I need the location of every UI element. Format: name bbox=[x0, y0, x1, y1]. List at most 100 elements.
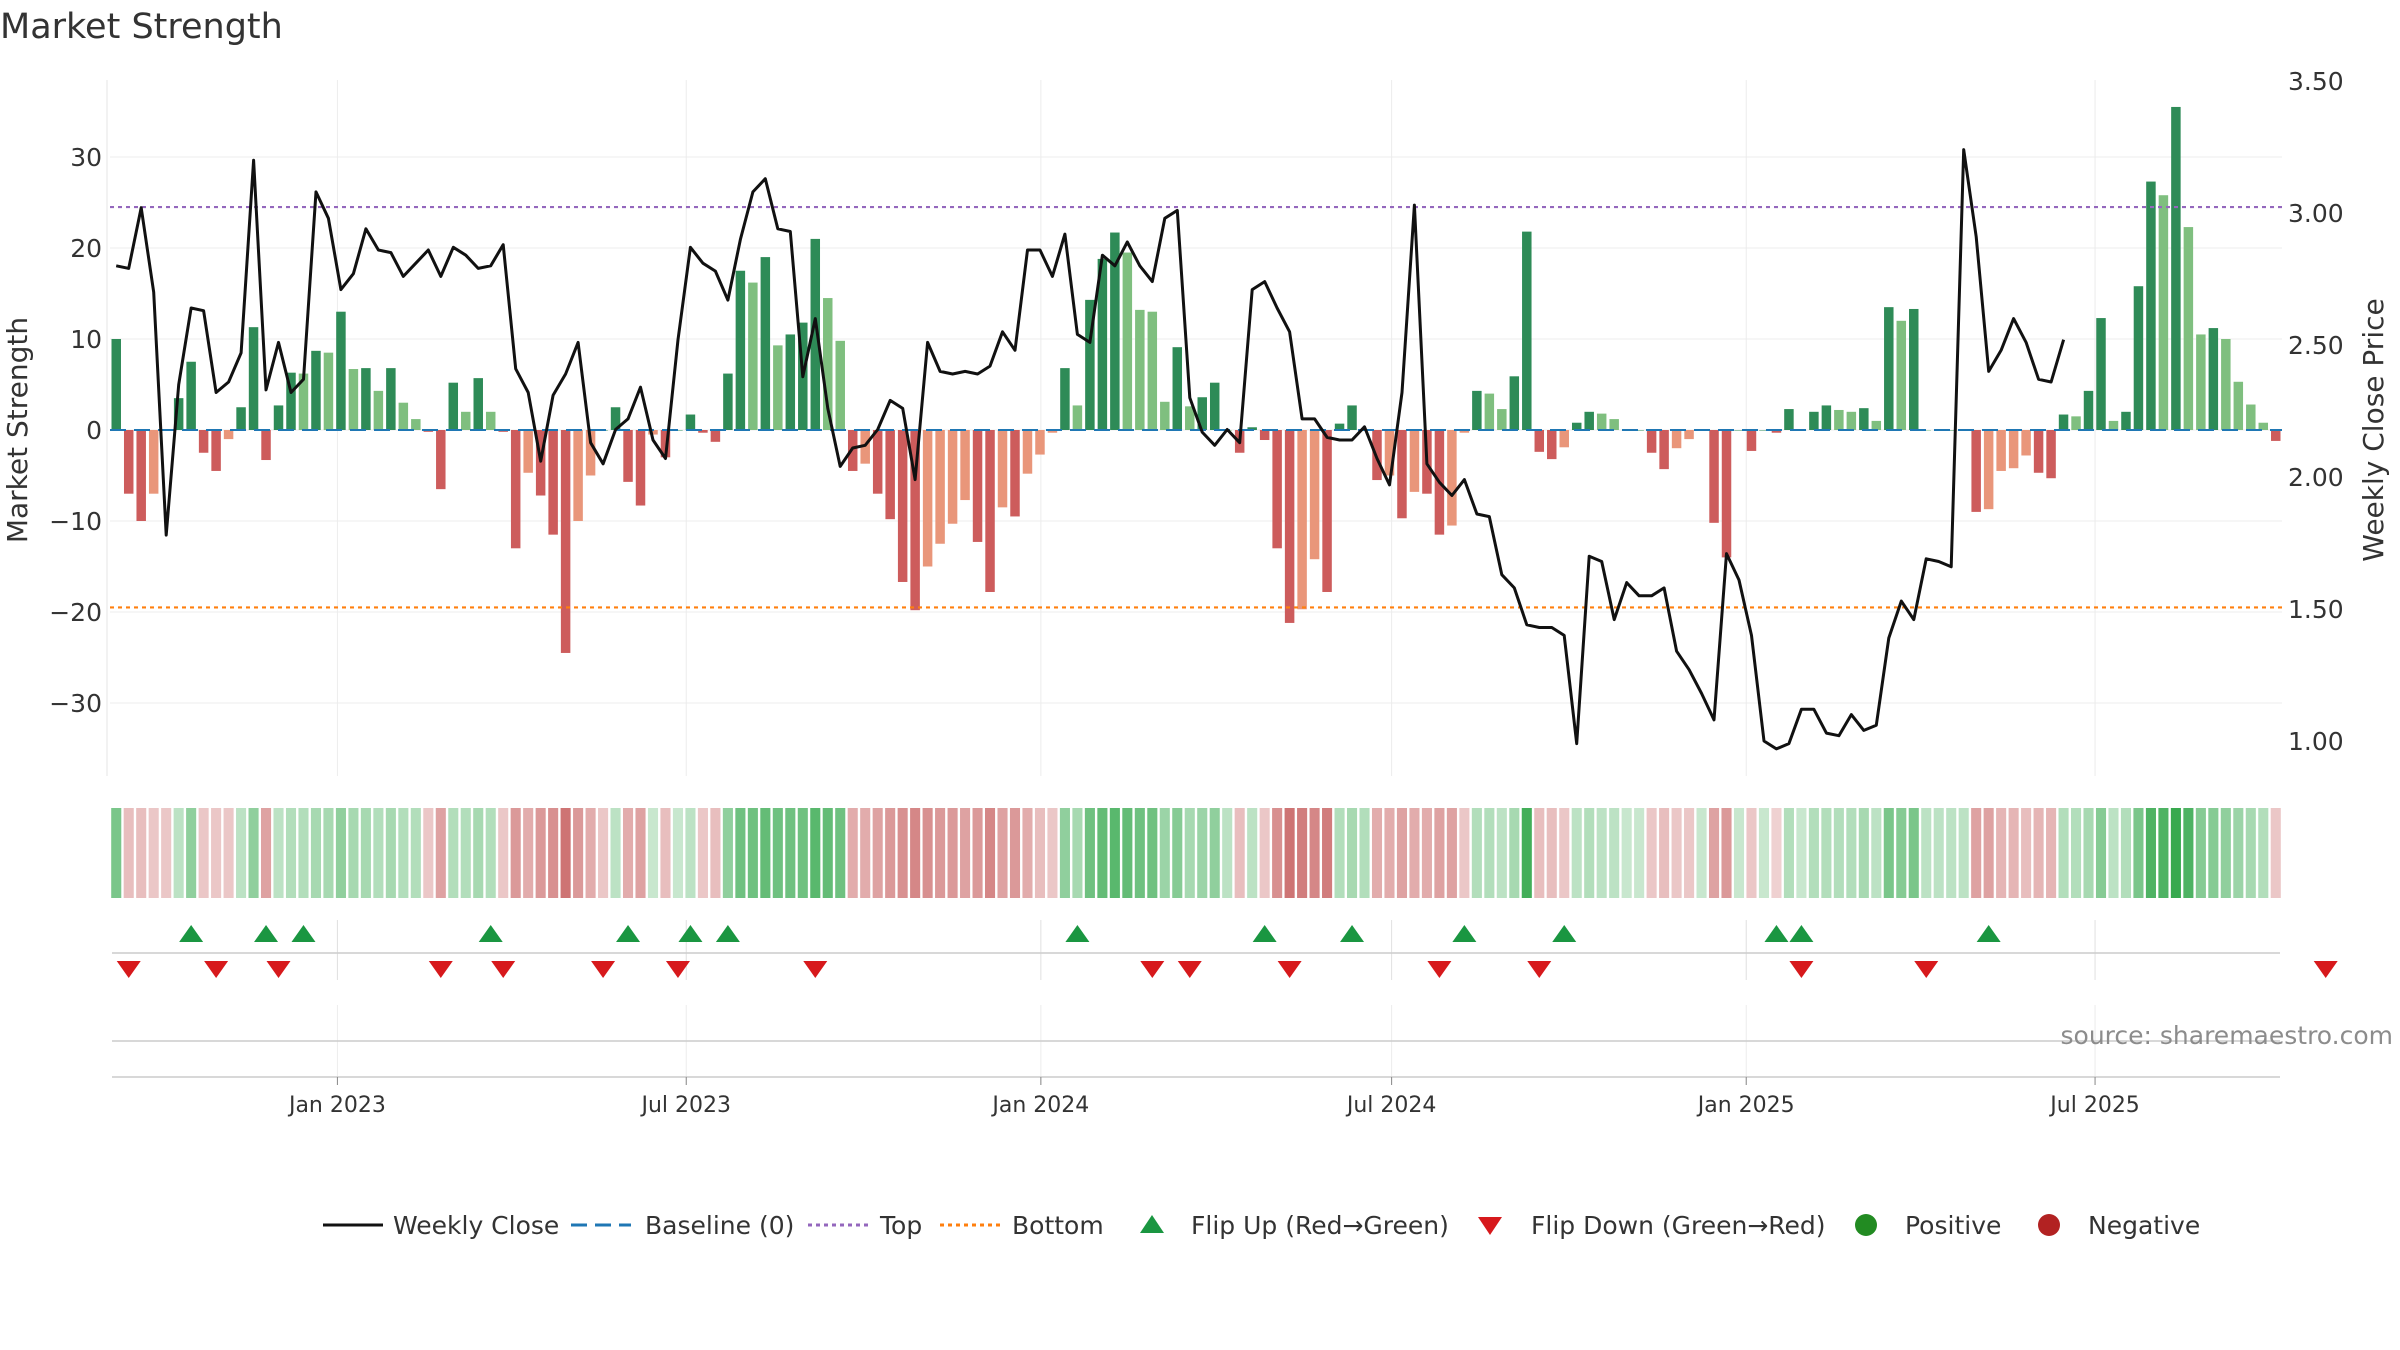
strip-cell bbox=[622, 808, 634, 898]
y-tick-label-right: 1.00 bbox=[2288, 727, 2344, 756]
strip-cell bbox=[685, 808, 696, 898]
strip-cell bbox=[960, 808, 971, 898]
strength-bar bbox=[261, 430, 271, 461]
strip-cell bbox=[872, 808, 883, 898]
strength-bar bbox=[1734, 430, 1744, 431]
strength-bar bbox=[1035, 430, 1045, 455]
strength-bar bbox=[885, 430, 895, 520]
strength-bar bbox=[1884, 307, 1894, 430]
strength-bar bbox=[1197, 397, 1207, 430]
strip-cell bbox=[123, 808, 134, 898]
y-tick-label: 10 bbox=[70, 325, 102, 354]
strip-cell bbox=[1322, 808, 1333, 898]
strength-bar bbox=[1709, 430, 1719, 523]
chart-title: Market Strength bbox=[0, 7, 283, 47]
strength-bar bbox=[373, 390, 384, 430]
strip-cell bbox=[1421, 808, 1432, 898]
strip-cell bbox=[1197, 808, 1208, 898]
strength-bar bbox=[1259, 430, 1270, 441]
strip-cell bbox=[647, 808, 659, 898]
y-tick-label: −10 bbox=[49, 507, 102, 536]
strip-cell bbox=[1484, 808, 1495, 898]
strip-cell bbox=[984, 808, 996, 898]
strip-cell bbox=[1496, 808, 1507, 898]
legend-swatch bbox=[2038, 1214, 2060, 1236]
strength-bar bbox=[1559, 430, 1569, 448]
strength-bar bbox=[173, 398, 184, 430]
strength-bar bbox=[997, 430, 1008, 508]
strength-bar bbox=[685, 414, 696, 430]
y-tick-label: 0 bbox=[86, 416, 102, 445]
strip-cell bbox=[1459, 808, 1470, 898]
strip-cell bbox=[2158, 808, 2169, 898]
strip-cell bbox=[1259, 808, 1270, 898]
strength-bar bbox=[760, 257, 771, 430]
strip-cell bbox=[1933, 808, 1944, 898]
strength-bar bbox=[1584, 411, 1594, 430]
strip-cell bbox=[2058, 808, 2069, 898]
strength-bar bbox=[535, 430, 546, 496]
strength-bar bbox=[810, 238, 821, 430]
strength-bar bbox=[2033, 430, 2044, 473]
strength-bar bbox=[947, 430, 958, 524]
strength-bar bbox=[698, 430, 708, 433]
strip-cell bbox=[1521, 808, 1532, 898]
strip-cell bbox=[785, 808, 796, 898]
strength-bars bbox=[111, 106, 2281, 653]
strip-cell bbox=[1609, 808, 1620, 898]
strength-bar bbox=[485, 411, 496, 430]
strength-bar bbox=[1983, 430, 1994, 510]
strength-bar bbox=[2258, 422, 2269, 430]
strip-cell bbox=[1371, 808, 1383, 898]
strength-bar bbox=[448, 382, 459, 430]
x-tick-label: Jul 2025 bbox=[2048, 1093, 2140, 1118]
y-tick-label-right: 2.50 bbox=[2288, 331, 2344, 360]
strip-cell bbox=[285, 808, 297, 898]
strip-cell bbox=[211, 808, 222, 898]
strip-cell bbox=[485, 808, 496, 898]
strength-bar bbox=[311, 350, 321, 430]
flip-down-marker bbox=[204, 961, 229, 978]
strength-bar bbox=[1509, 376, 1520, 430]
strength-bar bbox=[1871, 420, 1882, 430]
strip-cell bbox=[585, 808, 596, 898]
strip-cell bbox=[810, 808, 821, 898]
strip-cell bbox=[2195, 808, 2206, 898]
strip-cell bbox=[660, 808, 671, 898]
strip-cell bbox=[1109, 808, 1120, 898]
strength-bar bbox=[1060, 368, 1070, 430]
strength-bar bbox=[1472, 390, 1482, 430]
strip-cell bbox=[373, 808, 384, 898]
strip-cell bbox=[772, 808, 783, 898]
legend-label: Top bbox=[879, 1211, 922, 1240]
strip-cell bbox=[1059, 808, 1070, 898]
strength-bar bbox=[1684, 430, 1694, 440]
strip-cell bbox=[385, 808, 396, 898]
strip-cell bbox=[1908, 808, 1919, 898]
x-tick-label: Jan 2023 bbox=[287, 1093, 386, 1118]
strip-cell bbox=[1346, 808, 1358, 898]
strip-cell bbox=[1134, 808, 1145, 898]
flip-up-marker bbox=[616, 925, 641, 942]
strength-bar bbox=[635, 430, 646, 506]
flip-down-marker bbox=[803, 961, 828, 978]
strength-bar bbox=[972, 430, 983, 542]
strength-bar bbox=[1659, 430, 1669, 470]
strip-cell bbox=[860, 808, 871, 898]
strip-cell bbox=[2095, 808, 2107, 898]
strip-cell bbox=[136, 808, 147, 898]
strength-bar bbox=[298, 373, 309, 430]
strip-cell bbox=[423, 808, 434, 898]
strip-cell bbox=[161, 808, 172, 898]
strip-cell bbox=[1159, 808, 1170, 898]
weekly-close-series bbox=[115, 148, 2066, 751]
strip-cell bbox=[1546, 808, 1557, 898]
grid bbox=[110, 80, 2282, 1085]
strength-bar bbox=[348, 369, 359, 430]
strength-bar bbox=[1571, 422, 1582, 430]
legend-label: Weekly Close bbox=[393, 1211, 559, 1240]
strip-cell bbox=[1384, 808, 1395, 898]
flip-up-marker bbox=[478, 925, 503, 942]
strength-bar bbox=[398, 402, 409, 430]
strip-cell bbox=[835, 808, 846, 898]
